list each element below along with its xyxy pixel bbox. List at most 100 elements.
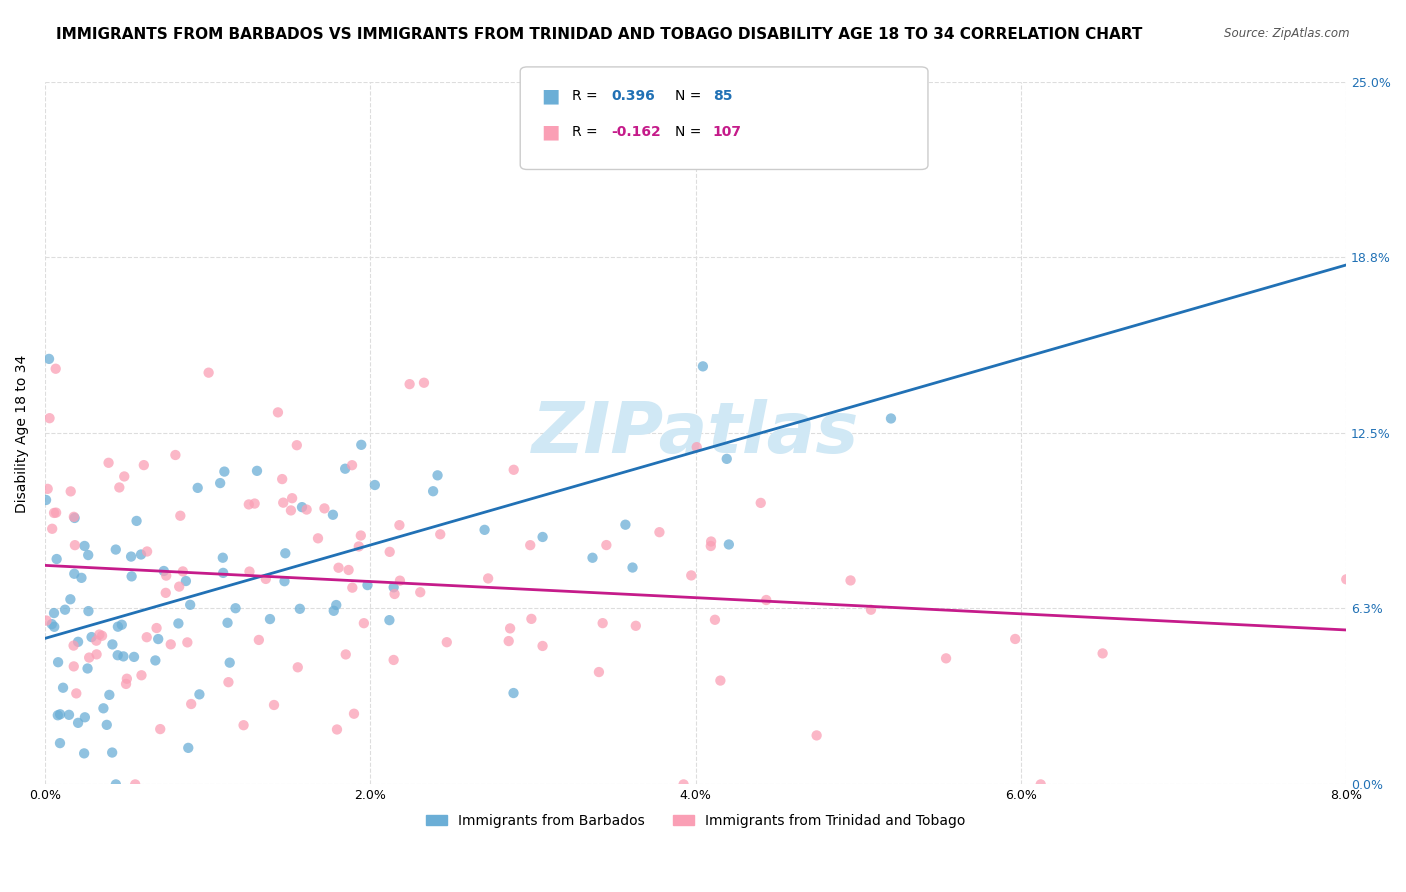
Point	[254, 572, 277, 586]
Point	[499, 621, 522, 635]
Legend: Immigrants from Barbados, Immigrants from Trinidad and Tobago: Immigrants from Barbados, Immigrants fro…	[420, 808, 970, 834]
Point	[325, 598, 347, 612]
Point	[288, 602, 311, 616]
Point	[42, 506, 65, 520]
Point	[520, 612, 543, 626]
Point	[413, 376, 436, 390]
Point	[232, 718, 254, 732]
Point	[384, 587, 406, 601]
Point	[129, 548, 152, 562]
Point	[122, 649, 145, 664]
Point	[271, 472, 294, 486]
Point	[322, 508, 344, 522]
Point	[86, 648, 108, 662]
Point	[62, 639, 84, 653]
Point	[238, 497, 260, 511]
Point	[167, 616, 190, 631]
Point	[148, 632, 170, 646]
Point	[165, 448, 187, 462]
Point	[672, 777, 695, 791]
Point	[121, 569, 143, 583]
Point	[624, 619, 647, 633]
Text: N =: N =	[675, 89, 706, 103]
Point	[89, 627, 111, 641]
Point	[77, 650, 100, 665]
Point	[67, 635, 90, 649]
Point	[112, 649, 135, 664]
Point	[93, 701, 115, 715]
Point	[120, 549, 142, 564]
Point	[70, 571, 93, 585]
Point	[197, 366, 219, 380]
Point	[77, 604, 100, 618]
Point	[143, 653, 166, 667]
Point	[1091, 647, 1114, 661]
Point	[46, 655, 69, 669]
Point	[755, 593, 778, 607]
Y-axis label: Disability Age 18 to 34: Disability Age 18 to 34	[15, 354, 30, 513]
Point	[125, 514, 148, 528]
Point	[806, 728, 828, 742]
Point	[364, 478, 387, 492]
Point	[703, 613, 725, 627]
Point	[700, 534, 723, 549]
Point	[46, 708, 69, 723]
Point	[382, 653, 405, 667]
Point	[700, 539, 723, 553]
Point	[498, 634, 520, 648]
Point	[131, 668, 153, 682]
Point	[188, 687, 211, 701]
Point	[98, 688, 121, 702]
Point	[648, 525, 671, 540]
Point	[38, 351, 60, 366]
Point	[225, 601, 247, 615]
Text: 107: 107	[713, 125, 742, 139]
Point	[592, 616, 614, 631]
Point	[76, 661, 98, 675]
Point	[280, 503, 302, 517]
Point	[307, 531, 329, 545]
Point	[63, 509, 86, 524]
Point	[96, 718, 118, 732]
Point	[35, 493, 58, 508]
Point	[108, 480, 131, 494]
Point	[73, 710, 96, 724]
Point	[273, 574, 295, 589]
Point	[115, 677, 138, 691]
Point	[681, 568, 703, 582]
Point	[291, 500, 314, 515]
Point	[621, 560, 644, 574]
Text: -0.162: -0.162	[612, 125, 661, 139]
Point	[172, 565, 194, 579]
Point	[1029, 777, 1052, 791]
Point	[112, 469, 135, 483]
Point	[101, 637, 124, 651]
Point	[73, 747, 96, 761]
Point	[243, 497, 266, 511]
Point	[686, 440, 709, 454]
Point	[1336, 572, 1358, 586]
Point	[63, 566, 86, 581]
Point	[322, 604, 344, 618]
Point	[340, 458, 363, 473]
Point	[107, 648, 129, 663]
Point	[295, 502, 318, 516]
Point	[217, 615, 239, 630]
Point	[350, 438, 373, 452]
Text: Source: ZipAtlas.com: Source: ZipAtlas.com	[1225, 27, 1350, 40]
Point	[63, 511, 86, 525]
Point	[135, 630, 157, 644]
Point	[149, 722, 172, 736]
Point	[839, 574, 862, 588]
Point	[52, 681, 75, 695]
Point	[67, 715, 90, 730]
Point	[388, 518, 411, 533]
Point	[187, 481, 209, 495]
Point	[169, 508, 191, 523]
Point	[474, 523, 496, 537]
Text: IMMIGRANTS FROM BARBADOS VS IMMIGRANTS FROM TRINIDAD AND TOBAGO DISABILITY AGE 1: IMMIGRANTS FROM BARBADOS VS IMMIGRANTS F…	[56, 27, 1143, 42]
Text: 0.396: 0.396	[612, 89, 655, 103]
Point	[45, 506, 67, 520]
Point	[37, 482, 59, 496]
Point	[155, 586, 177, 600]
